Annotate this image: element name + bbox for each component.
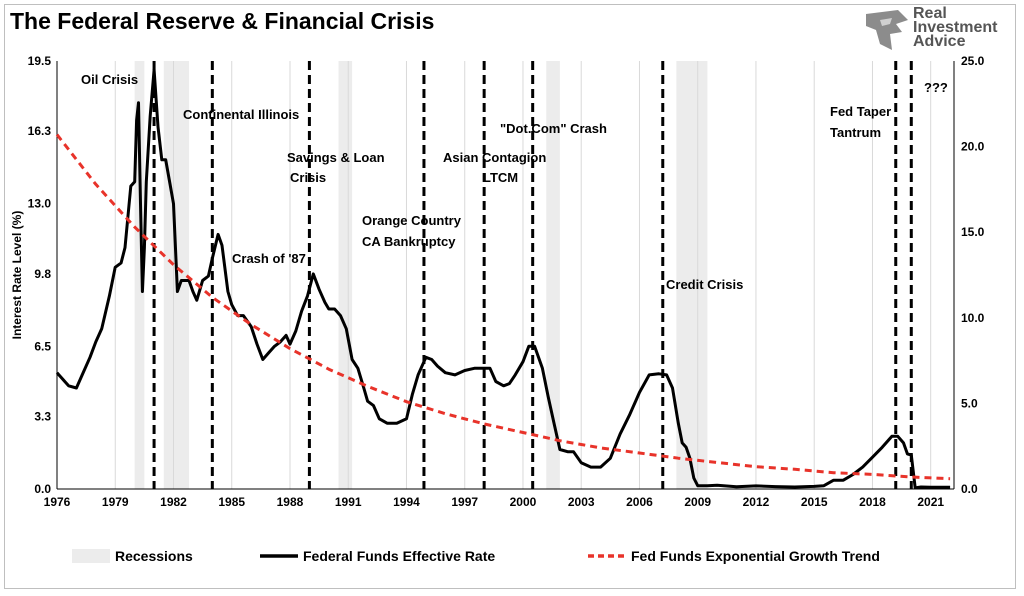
y-right-tick-25.0: 25.0 bbox=[961, 54, 985, 68]
x-tick-1994: 1994 bbox=[393, 495, 420, 509]
x-tick-1982: 1982 bbox=[160, 495, 187, 509]
y-right-tick-0.0: 0.0 bbox=[961, 482, 978, 496]
event-label-8-a: Fed Taper bbox=[830, 104, 891, 119]
legend-trend-label: Fed Funds Exponential Growth Trend bbox=[631, 548, 880, 564]
y-right-tick-20.0: 20.0 bbox=[961, 140, 985, 154]
event-label-4-a: Orange Country bbox=[362, 213, 462, 228]
series-lines bbox=[55, 68, 951, 490]
x-tick-2012: 2012 bbox=[743, 495, 770, 509]
x-tick-2003: 2003 bbox=[568, 495, 595, 509]
brand-logo: Real Investment Advice bbox=[858, 6, 1018, 58]
y-left-tick-6.5: 6.5 bbox=[34, 339, 51, 353]
x-tick-2006: 2006 bbox=[626, 495, 653, 509]
y-left-tick-0.0: 0.0 bbox=[34, 482, 51, 496]
x-tick-1979: 1979 bbox=[102, 495, 129, 509]
event-label-3-b: Crisis bbox=[290, 170, 326, 185]
x-tick-2021: 2021 bbox=[917, 495, 944, 509]
recession-band-4 bbox=[676, 61, 708, 489]
brand-name: Real Investment Advice bbox=[913, 5, 998, 50]
axes bbox=[56, 61, 955, 490]
effective-rate-line bbox=[55, 68, 951, 490]
trend-line bbox=[55, 133, 951, 481]
event-label-0: Oil Crisis bbox=[81, 72, 138, 87]
y-left-tick-3.3: 3.3 bbox=[34, 410, 51, 424]
event-annotations: Oil Crisis Continental Illinois Crash of '… bbox=[81, 72, 948, 292]
event-lines bbox=[152, 61, 913, 489]
event-label-9: ??? bbox=[924, 80, 948, 95]
event-label-5-b: LTCM bbox=[483, 170, 518, 185]
x-tick-1988: 1988 bbox=[277, 495, 304, 509]
event-label-5-a: Asian Contagion bbox=[443, 150, 546, 165]
x-tick-1997: 1997 bbox=[451, 495, 478, 509]
event-label-3-a: Savings & Loan bbox=[287, 150, 385, 165]
legend: Recessions Federal Funds Effective Rate … bbox=[72, 548, 880, 564]
legend-effective-label: Federal Funds Effective Rate bbox=[303, 548, 495, 564]
event-label-8-b: Tantrum bbox=[830, 125, 881, 140]
y-axis-label: Interest Rate Level (%) bbox=[10, 211, 24, 340]
x-tick-2015: 2015 bbox=[801, 495, 828, 509]
recession-band-2 bbox=[338, 61, 353, 489]
tick-labels: 1976 1979 1982 1985 1988 1991 1994 1997 2000 2003… bbox=[28, 54, 985, 509]
chart-title: The Federal Reserve & Financial Crisis bbox=[10, 8, 435, 34]
recession-band-3 bbox=[546, 61, 560, 489]
y-left-tick-19.5: 19.5 bbox=[28, 54, 52, 68]
y-right-tick-10.0: 10.0 bbox=[961, 311, 985, 325]
x-tick-1991: 1991 bbox=[335, 495, 362, 509]
event-label-6: "Dot.Com" Crash bbox=[500, 121, 607, 136]
x-tick-2009: 2009 bbox=[684, 495, 711, 509]
recession-bands bbox=[134, 61, 708, 489]
y-left-tick-13.0: 13.0 bbox=[28, 197, 52, 211]
legend-recessions-label: Recessions bbox=[115, 548, 193, 564]
y-left-tick-9.8: 9.8 bbox=[34, 267, 51, 281]
event-label-7: Credit Crisis bbox=[666, 277, 743, 292]
y-right-tick-15.0: 15.0 bbox=[961, 225, 985, 239]
chart-frame bbox=[4, 4, 1016, 589]
eagle-icon bbox=[866, 10, 908, 50]
x-tick-1976: 1976 bbox=[44, 495, 71, 509]
y-left-tick-16.3: 16.3 bbox=[28, 124, 52, 138]
x-tick-2018: 2018 bbox=[859, 495, 886, 509]
legend-recessions-swatch bbox=[72, 549, 110, 563]
event-label-2: Crash of '87 bbox=[232, 251, 306, 266]
x-tick-1985: 1985 bbox=[218, 495, 245, 509]
recession-band-0 bbox=[134, 61, 145, 489]
event-label-1: Continental Illinois bbox=[183, 107, 299, 122]
y-right-tick-5.0: 5.0 bbox=[961, 396, 978, 410]
x-tick-2000: 2000 bbox=[510, 495, 537, 509]
event-label-4-b: CA Bankruptcy bbox=[362, 234, 456, 249]
